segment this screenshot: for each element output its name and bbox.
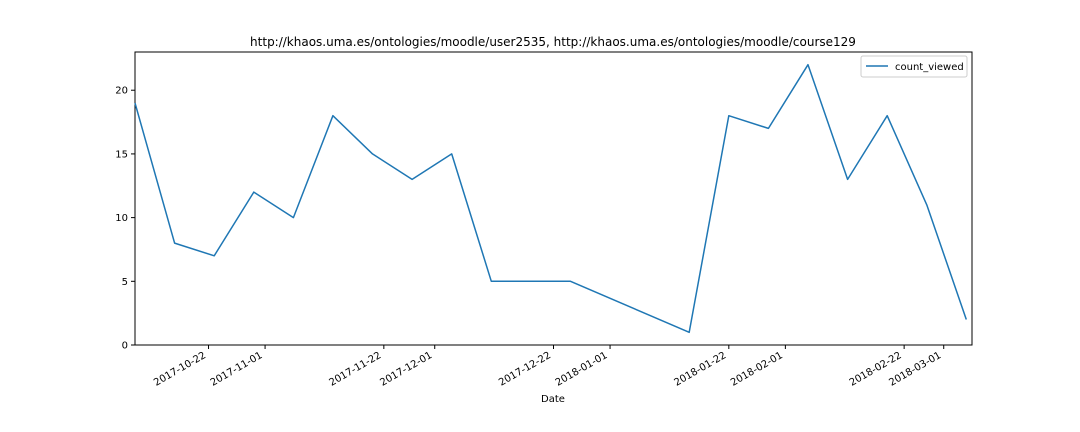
- y-axis: 0 5 10 15 20: [115, 86, 135, 352]
- x-tick-label: 2018-01-22: [672, 350, 728, 389]
- x-tick-label: 2017-12-22: [497, 350, 553, 389]
- series-layer: [134, 63, 968, 334]
- y-tick-label: 5: [122, 277, 128, 288]
- y-tick-label: 0: [122, 341, 128, 352]
- x-tick-label: 2017-11-01: [209, 350, 265, 389]
- x-tick-label: 2017-12-01: [378, 350, 434, 389]
- y-tick-label: 10: [115, 213, 128, 224]
- legend-label: count_viewed: [895, 62, 964, 73]
- legend-box: [860, 55, 968, 78]
- chart-title: http://khaos.uma.es/ontologies/moodle/us…: [250, 35, 856, 49]
- x-tick-label: 2017-10-22: [152, 350, 208, 389]
- x-tick-label: 2017-11-22: [328, 350, 384, 389]
- x-axis: 2017-10-22 2017-11-01 2017-11-222017-12-01…: [152, 345, 945, 389]
- y-tick-label: 20: [115, 86, 128, 97]
- series-line-count_viewed: [134, 63, 968, 334]
- x-axis-label: Date: [541, 394, 565, 405]
- plot-area: [134, 51, 973, 346]
- x-tick-label: 2018-02-01: [729, 350, 785, 389]
- x-tick-label: 2018-01-01: [554, 350, 610, 389]
- y-tick-label: 15: [115, 149, 128, 160]
- plot-frame: [134, 51, 973, 346]
- legend: count_viewed: [860, 55, 968, 78]
